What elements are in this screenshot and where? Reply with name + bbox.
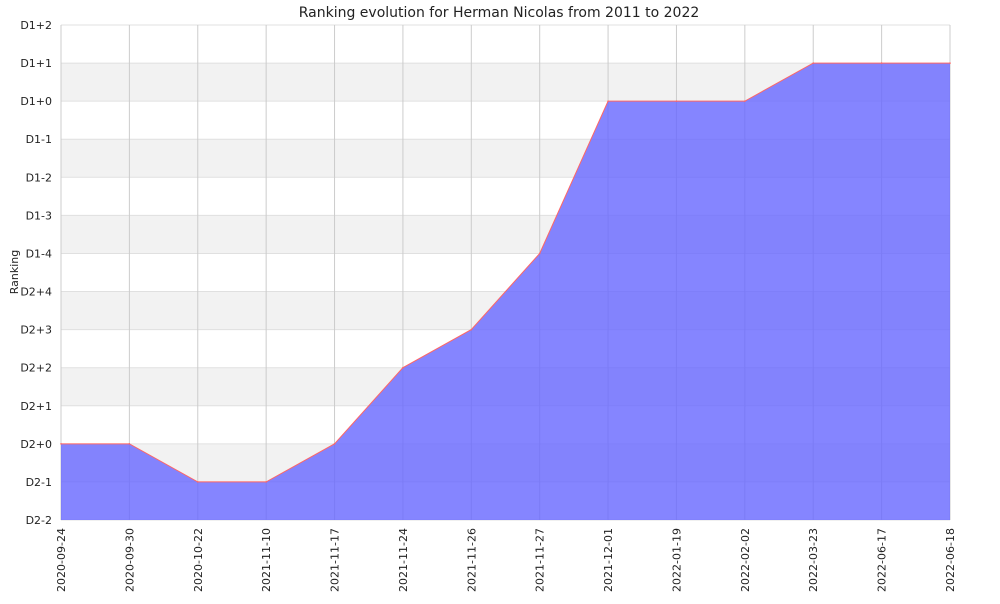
x-axis-ticks: 2020-09-24 2020-09-30 2020-10-22 2021-11-10…: [55, 528, 957, 592]
x-tick-label: 2022-01-19: [670, 528, 683, 592]
y-axis-ticks: D2-2 D2-1 D2+0 D2+1 D2+2 D2+3 D2+4 D1-4 D1-3 D1-2…: [20, 19, 52, 527]
x-tick-label: 2022-06-17: [876, 528, 889, 592]
x-tick-label: 2022-03-23: [807, 528, 820, 592]
y-tick-label: D1-2: [26, 171, 52, 184]
data-point: [60, 443, 62, 445]
data-point: [880, 62, 883, 64]
y-tick-label: D2+3: [20, 324, 52, 337]
x-tick-label: 2021-11-26: [465, 528, 478, 592]
data-point: [812, 62, 815, 64]
x-tick-label: 2022-02-02: [739, 528, 752, 592]
data-point: [333, 443, 336, 445]
data-point: [744, 100, 746, 102]
x-tick-label: 2021-11-27: [534, 528, 547, 592]
data-point: [402, 366, 404, 369]
y-tick-label: D2-2: [26, 514, 52, 527]
y-tick-label: D2+2: [20, 362, 52, 375]
x-tick-label: 2021-11-10: [260, 528, 273, 592]
y-tick-label: D1-4: [26, 247, 52, 260]
data-point: [675, 100, 678, 102]
y-tick-label: D1-1: [26, 133, 52, 146]
data-point: [196, 481, 199, 483]
x-tick-label: 2020-09-24: [55, 528, 68, 592]
y-tick-label: D2+0: [20, 438, 52, 451]
ranking-line: [61, 62, 950, 483]
y-axis-label: Ranking: [8, 250, 21, 295]
y-tick-label: D2+1: [20, 400, 52, 413]
data-point: [949, 62, 951, 64]
data-point: [470, 328, 473, 331]
y-tick-label: D2+4: [20, 286, 52, 299]
x-tick-label: 2022-06-18: [944, 528, 957, 592]
data-point: [538, 252, 541, 255]
chart-title: Ranking evolution for Herman Nicolas fro…: [299, 5, 700, 21]
y-tick-label: D1+1: [20, 57, 52, 70]
data-point: [607, 100, 609, 102]
y-tick-label: D1+0: [20, 95, 52, 108]
plot-area: [60, 62, 951, 520]
data-point: [265, 481, 267, 483]
data-point: [128, 443, 131, 445]
ranking-area: [61, 63, 950, 520]
y-tick-label: D1+2: [20, 19, 52, 32]
x-tick-label: 2021-11-24: [397, 528, 410, 592]
y-tick-label: D2-1: [26, 476, 52, 489]
x-tick-label: 2021-11-17: [329, 528, 342, 592]
x-tick-label: 2021-12-01: [602, 528, 615, 592]
x-tick-label: 2020-10-22: [192, 528, 205, 592]
x-tick-label: 2020-09-30: [123, 528, 136, 592]
y-tick-label: D1-3: [26, 209, 52, 222]
